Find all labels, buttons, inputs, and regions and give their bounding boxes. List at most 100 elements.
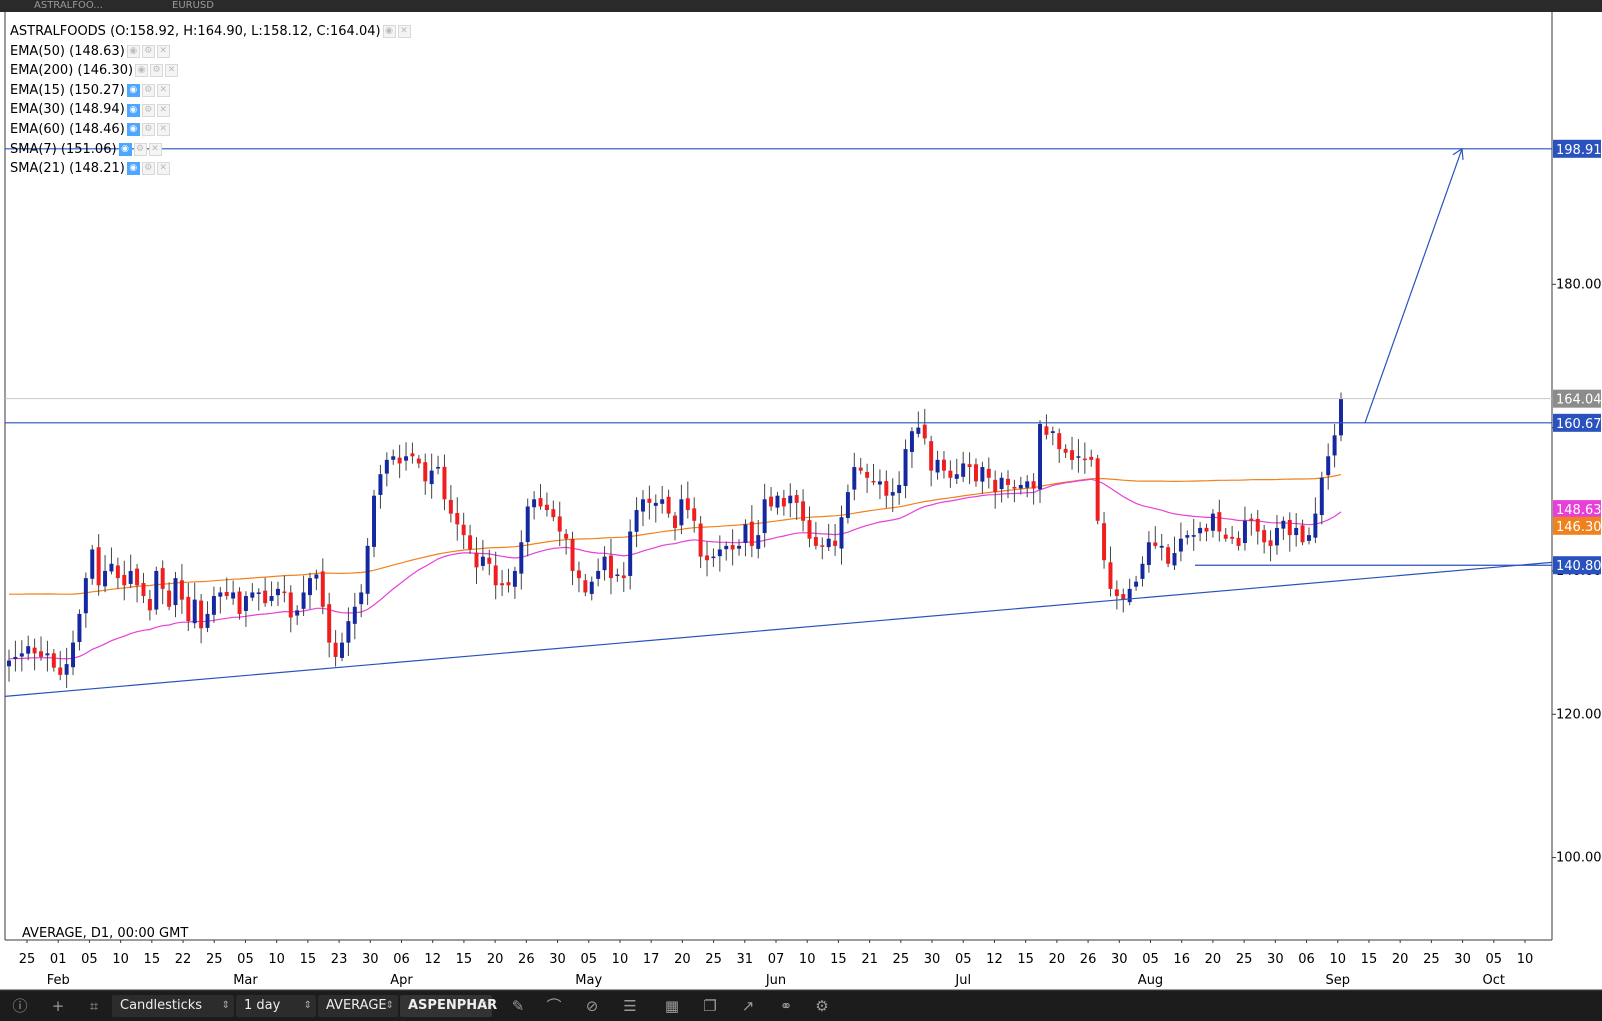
candle-body <box>1332 435 1337 456</box>
templates-icon[interactable]: ❐ <box>703 997 717 1015</box>
indicator-label: EMA(30) (148.94) <box>10 102 125 118</box>
indicator-row: EMA(60) (148.46) ◉ ⚙ ✕ <box>10 120 411 140</box>
close-icon[interactable]: ✕ <box>397 25 411 39</box>
candle-body <box>288 592 293 618</box>
close-icon[interactable]: ✕ <box>156 123 170 137</box>
x-tick-label: 15 <box>456 952 473 967</box>
candle-body <box>717 549 722 557</box>
close-icon[interactable]: ✕ <box>156 162 170 176</box>
eye-icon[interactable]: ◉ <box>118 142 132 156</box>
candle-body <box>1210 513 1215 531</box>
x-tick-label: 10 <box>612 952 629 967</box>
candle-body <box>211 596 216 615</box>
gear-icon[interactable]: ⚙ <box>141 123 155 137</box>
candle-body <box>410 453 415 457</box>
candle-body <box>961 463 966 477</box>
indicator-icon[interactable]: ↗ <box>741 997 755 1015</box>
candle-body <box>967 464 972 468</box>
candle-body <box>519 542 524 574</box>
tab-eurusd[interactable]: EURUSD <box>172 0 214 11</box>
pencil-icon[interactable]: ✎ <box>511 997 525 1015</box>
list-icon[interactable]: ☰ <box>623 997 637 1015</box>
candle-body <box>608 555 613 579</box>
x-tick-label: 01 <box>50 952 67 967</box>
candle-body <box>1159 545 1164 548</box>
candle-body <box>762 499 767 534</box>
close-icon[interactable]: ✕ <box>156 103 170 117</box>
ohlc-title: ASTRALFOODS (O:158.92, H:164.90, L:158.1… <box>10 24 381 39</box>
candle-body <box>397 457 402 464</box>
candle-body <box>468 535 473 550</box>
candle-body <box>845 492 850 518</box>
link-icon[interactable]: ⚭ <box>779 997 793 1015</box>
info-icon[interactable]: ⓘ <box>12 997 28 1015</box>
symbol-select[interactable]: ASPENPHAR ⌃ <box>400 995 497 1017</box>
chart-type-select[interactable]: Candlesticks ⇕ <box>112 995 234 1017</box>
eye-icon[interactable]: ◉ <box>382 25 396 39</box>
candle-body <box>749 521 754 546</box>
price-label-box <box>1553 556 1601 575</box>
hide-drawings-icon[interactable]: ⊘ <box>585 997 599 1015</box>
candle-body <box>877 481 882 485</box>
indicator-label: EMA(200) (146.30) <box>10 63 134 79</box>
eye-icon[interactable]: ◉ <box>126 84 140 98</box>
candle-body <box>993 479 998 493</box>
price-label-text: 198.91 <box>1556 143 1602 158</box>
chart-type-label: Candlesticks <box>120 998 203 1013</box>
close-icon[interactable]: ✕ <box>148 142 162 156</box>
close-icon[interactable]: ✕ <box>165 64 179 78</box>
crosshair-icon[interactable]: + <box>51 997 65 1015</box>
candle-body <box>442 466 447 500</box>
candle-body <box>1146 542 1151 565</box>
candle-body <box>941 459 946 471</box>
gear-icon[interactable]: ⚙ <box>141 84 155 98</box>
candle-body <box>634 510 639 532</box>
candle-body <box>1287 519 1292 536</box>
crop-icon[interactable]: ⌗ <box>89 997 99 1015</box>
candle-body <box>1313 513 1318 538</box>
eye-icon[interactable]: ◉ <box>126 103 140 117</box>
candle-body <box>378 474 383 495</box>
candle-body <box>199 600 204 629</box>
candle-body <box>192 599 197 624</box>
layout-icon[interactable]: ▦ <box>664 997 680 1015</box>
candle-body <box>737 545 742 549</box>
x-tick-label: 31 <box>737 952 754 967</box>
candle-body <box>1223 534 1228 539</box>
close-icon[interactable]: ✕ <box>156 84 170 98</box>
candle-body <box>1274 527 1279 546</box>
candle-body <box>628 531 633 576</box>
gear-icon[interactable]: ⚙ <box>141 162 155 176</box>
candle-body <box>1076 456 1081 458</box>
gear-icon[interactable]: ⚙ <box>141 44 155 58</box>
candle-body <box>1326 456 1331 476</box>
month-label: Oct <box>1483 973 1505 988</box>
candle-body <box>160 568 165 589</box>
gear-icon[interactable]: ⚙ <box>133 142 147 156</box>
candle-body <box>679 499 684 526</box>
candle-body <box>1230 536 1235 539</box>
eye-icon[interactable]: ◉ <box>135 64 149 78</box>
x-tick-label: 30 <box>924 952 941 967</box>
settings-gear-icon[interactable]: ⚙ <box>815 997 829 1015</box>
x-tick-label: 05 <box>1486 952 1503 967</box>
candle-body <box>705 555 710 561</box>
candle-body <box>858 467 863 471</box>
eye-icon[interactable]: ◉ <box>126 123 140 137</box>
indicator-label: SMA(21) (148.21) <box>10 161 125 177</box>
tab-astralfoods[interactable]: ASTRALFOO... <box>34 0 103 11</box>
candle-body <box>788 495 793 504</box>
gear-icon[interactable]: ⚙ <box>141 103 155 117</box>
gear-icon[interactable]: ⚙ <box>150 64 164 78</box>
candle-body <box>96 547 101 586</box>
close-icon[interactable]: ✕ <box>156 44 170 58</box>
x-tick-label: 25 <box>1236 952 1253 967</box>
eye-icon[interactable]: ◉ <box>126 162 140 176</box>
template-select[interactable]: AVERAGE ⇕ <box>318 995 398 1017</box>
magnet-icon[interactable]: ⌒ <box>546 997 562 1015</box>
candle-body <box>538 498 543 507</box>
candle-body <box>474 552 479 568</box>
eye-icon[interactable]: ◉ <box>126 44 140 58</box>
timeframe-select[interactable]: 1 day ⇕ <box>236 995 316 1017</box>
